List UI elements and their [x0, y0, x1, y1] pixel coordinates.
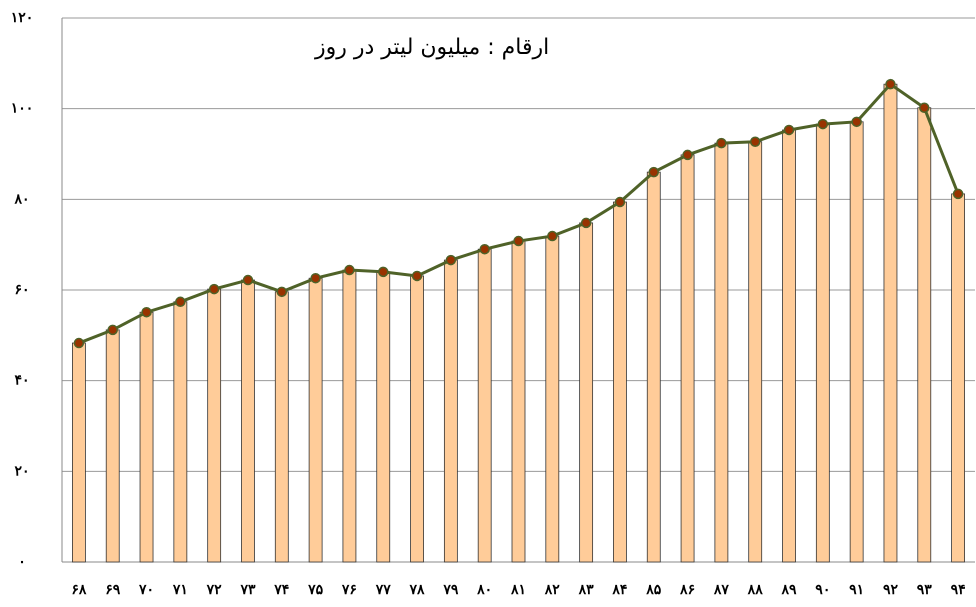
- bar: [545, 235, 560, 563]
- x-tick-label: ۹۲: [883, 582, 899, 598]
- marker: [547, 230, 558, 242]
- x-tick-label: ۸۵: [645, 582, 662, 598]
- bar: [139, 311, 154, 563]
- marker: [479, 243, 490, 255]
- y-tick-label: ۰: [18, 554, 26, 570]
- x-tick-label: ۸۸: [747, 582, 764, 598]
- marker: [73, 337, 85, 349]
- marker: [580, 217, 592, 229]
- marker: [411, 270, 423, 282]
- x-tick-label: ۷۲: [206, 582, 223, 598]
- marker: [344, 264, 355, 276]
- marker: [749, 136, 761, 148]
- bar: [646, 171, 661, 563]
- x-tick-label: ۸۷: [713, 582, 730, 598]
- marker: [141, 306, 152, 318]
- y-tick-label: ۲۰: [14, 463, 29, 479]
- bar: [782, 129, 796, 563]
- marker: [377, 266, 389, 278]
- marker: [817, 118, 829, 130]
- x-tick-label: ۷۸: [409, 582, 426, 598]
- bar: [951, 193, 965, 563]
- bar: [613, 201, 627, 563]
- marker: [276, 286, 288, 298]
- marker: [208, 283, 220, 295]
- bar: [849, 121, 864, 563]
- marker: [614, 196, 626, 208]
- x-tick-label: ۹۱: [849, 582, 864, 598]
- bar: [917, 107, 932, 563]
- marker: [919, 102, 930, 114]
- bar: [714, 142, 729, 563]
- x-tick-label: ۷۷: [375, 582, 392, 598]
- bar: [207, 288, 222, 563]
- x-tick-label: ۷۳: [239, 582, 256, 598]
- bar: [815, 123, 830, 563]
- x-tick-label: ۹۳: [917, 582, 933, 598]
- marker: [885, 78, 896, 90]
- marker: [445, 254, 457, 266]
- x-tick-label: ۹۰: [815, 582, 830, 598]
- x-tick-label: ۸۴: [611, 582, 627, 598]
- marker: [851, 116, 862, 128]
- x-tick-label: ۷۵: [307, 582, 324, 598]
- x-tick-label: ۷۴: [273, 582, 289, 598]
- x-tick-label: ۶۸: [71, 582, 87, 598]
- bar: [241, 279, 255, 563]
- y-tick-label: ۱۲۰: [11, 10, 34, 26]
- marker: [952, 188, 964, 200]
- marker: [175, 296, 186, 308]
- bar: [443, 259, 458, 563]
- bar: [511, 240, 526, 563]
- marker: [513, 235, 524, 247]
- y-tick-label: ۸۰: [13, 191, 29, 207]
- x-tick-label: ۸۱: [510, 582, 526, 598]
- bar: [477, 248, 492, 563]
- bar: [308, 277, 323, 563]
- bar: [410, 275, 424, 563]
- annotation: ارقام : میلیون لیتر در روز: [314, 35, 549, 60]
- bar: [748, 141, 763, 563]
- x-tick-label: ۶۹: [105, 582, 121, 598]
- x-tick-label: ۷۱: [172, 582, 188, 598]
- bar: [342, 269, 357, 563]
- x-tick-label: ۸۹: [780, 582, 797, 598]
- x-tick-label: ۸۲: [544, 582, 561, 598]
- y-tick-label: ۶۰: [14, 282, 29, 298]
- bar: [274, 291, 289, 563]
- bar: [72, 342, 86, 563]
- marker: [310, 272, 321, 284]
- bar: [579, 222, 594, 563]
- bar: [680, 154, 695, 563]
- x-tick-label: ۷۹: [442, 582, 459, 598]
- y-tick-label: ۱۰۰: [11, 101, 34, 117]
- x-tick-label: ۹۴: [951, 582, 966, 598]
- y-tick-label: ۴۰: [14, 373, 29, 389]
- marker: [242, 274, 254, 286]
- marker: [107, 324, 118, 336]
- marker: [716, 137, 727, 149]
- x-tick-label: ۷۰: [138, 582, 154, 598]
- x-tick-label: ۸۰: [476, 582, 492, 598]
- bar: [376, 271, 391, 563]
- marker: [682, 149, 693, 161]
- bar: [883, 83, 898, 563]
- marker: [783, 124, 795, 136]
- x-tick-label: ۸۳: [578, 582, 595, 598]
- bar: [173, 301, 188, 563]
- x-tick-label: ۷۶: [341, 582, 357, 598]
- marker: [648, 166, 660, 178]
- bar: [105, 329, 120, 563]
- x-tick-label: ۸۶: [679, 582, 695, 598]
